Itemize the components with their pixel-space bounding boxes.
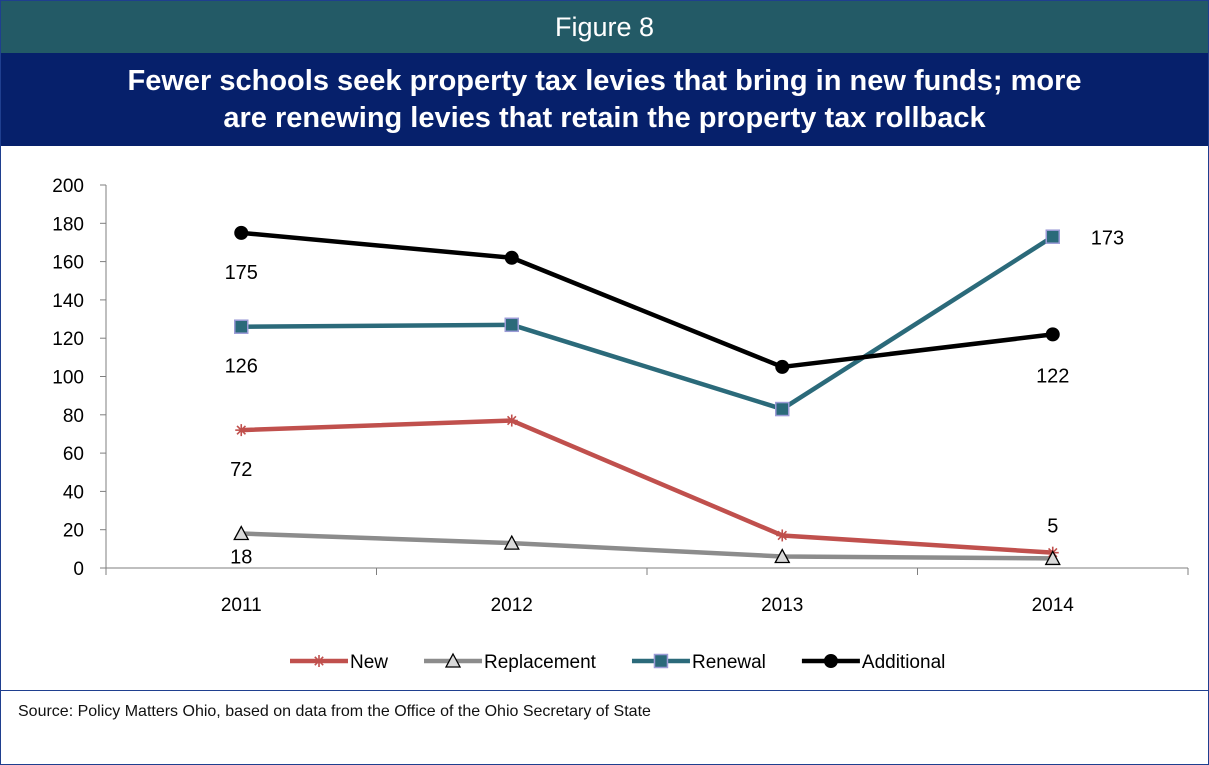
y-tick-label: 20: [63, 521, 84, 542]
legend-label-additional: Additional: [862, 652, 945, 673]
marker-new: [235, 424, 248, 437]
data-label: 126: [225, 356, 258, 378]
legend-marker-new: [313, 655, 325, 667]
marker-renewal: [234, 319, 249, 334]
legend-marker-renewal: [653, 653, 669, 669]
marker-additional: [775, 359, 790, 374]
marker-renewal: [1045, 229, 1060, 244]
marker-additional: [504, 250, 519, 265]
chart-title-line-2: are renewing levies that retain the prop…: [223, 102, 986, 134]
legend-item-new: New: [290, 652, 388, 673]
source-divider: [1, 690, 1208, 691]
chart-series-lines: [241, 230, 1054, 561]
marker-additional: [1045, 327, 1060, 342]
series-line-renewal: [241, 234, 1054, 412]
chart-title-line-1: Fewer schools seek property tax levies t…: [127, 65, 1082, 97]
legend-item-additional: Additional: [801, 652, 945, 673]
legend-label-new: New: [350, 652, 388, 673]
marker-replacement: [503, 534, 520, 550]
y-tick-label: 160: [52, 253, 84, 274]
marker-replacement: [1044, 550, 1061, 566]
series-line-new: [241, 418, 1053, 555]
line-chart: 0 20 40 60 80 100 120 140 160 180 200 2011 2012 2013 2…: [52, 176, 1189, 673]
y-tick-label: 120: [52, 329, 84, 350]
chart-series-markers: [233, 225, 1061, 566]
legend-marker-additional: [823, 654, 838, 668]
legend-item-replacement: Replacement: [424, 652, 597, 673]
x-tick-label: 2014: [1032, 595, 1075, 616]
legend-marker-replacement: [444, 652, 462, 668]
y-tick-label: 140: [52, 291, 84, 312]
y-tick-label: 60: [63, 444, 84, 465]
data-label: 173: [1091, 228, 1124, 250]
data-label: 5: [1047, 516, 1058, 538]
marker-renewal: [775, 401, 790, 417]
marker-additional: [234, 225, 249, 240]
chart-data-labels: 175 126 72 18 173 122 5: [225, 228, 1125, 569]
legend-item-renewal: Renewal: [631, 652, 766, 673]
marker-new: [505, 414, 518, 427]
legend-label-renewal: Renewal: [692, 652, 766, 673]
chart-axes: 0 20 40 60 80 100 120 140 160 180 200 2011 2012 2013 2…: [52, 176, 1189, 616]
y-tick-label: 80: [63, 406, 84, 427]
marker-renewal: [504, 317, 519, 333]
data-label: 18: [230, 547, 252, 569]
y-tick-label: 40: [63, 482, 84, 503]
marker-replacement: [233, 525, 250, 541]
y-tick-label: 100: [52, 368, 84, 389]
figure-label: Figure 8: [1, 1, 1208, 53]
y-tick-label: 200: [52, 176, 84, 197]
x-tick-label: 2012: [491, 595, 533, 616]
source-note: Source: Policy Matters Ohio, based on da…: [18, 703, 651, 720]
chart-title: Fewer schools seek property tax levies t…: [1, 53, 1208, 146]
marker-replacement: [774, 548, 791, 564]
data-label: 175: [225, 262, 258, 284]
data-label: 72: [230, 459, 252, 481]
chart-legend: New Replacement Renewal Additional: [290, 652, 945, 673]
x-tick-label: 2013: [761, 595, 803, 616]
series-line-replacement: [241, 531, 1053, 561]
x-tick-label: 2011: [221, 595, 262, 616]
legend-label-replacement: Replacement: [484, 652, 597, 673]
y-tick-label: 0: [73, 559, 84, 580]
series-line-additional: [241, 230, 1054, 370]
marker-new: [776, 529, 789, 542]
data-label: 122: [1036, 365, 1069, 387]
y-tick-label: 180: [52, 214, 84, 235]
